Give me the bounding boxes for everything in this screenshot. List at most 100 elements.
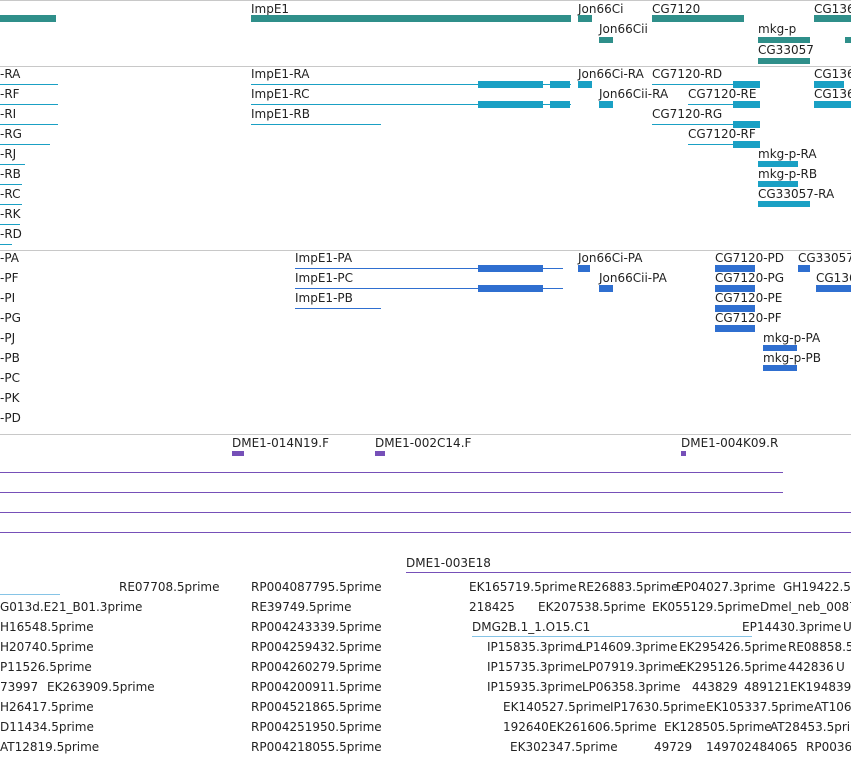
clone-line[interactable]: [0, 492, 783, 493]
clone-track: DME1-014N19.F DME1-002C14.F DME1-004K09.…: [0, 434, 851, 576]
transcript-line[interactable]: [0, 184, 22, 185]
cds-label: Jon66Cii-PA: [599, 271, 667, 285]
track-separator: [0, 0, 851, 1]
cds-exon[interactable]: [816, 285, 851, 292]
transcript-exon[interactable]: [478, 81, 543, 88]
gene-label: Jon66Cii: [599, 22, 648, 36]
transcript-exon[interactable]: [550, 81, 570, 88]
cds-exon[interactable]: [715, 285, 755, 292]
transcript-line[interactable]: [652, 84, 760, 85]
clone-bar[interactable]: [232, 451, 244, 456]
clone-bar[interactable]: [375, 451, 385, 456]
transcript-exon[interactable]: [578, 81, 592, 88]
gene-bar[interactable]: [814, 15, 851, 22]
est-label: EK105337.5prime: [706, 700, 814, 714]
est-label: AT12819.5prime: [0, 740, 100, 754]
est-label: RE08858.5: [788, 640, 851, 654]
est-line[interactable]: [472, 636, 752, 637]
transcript-label: ImpE1-RA: [251, 67, 310, 81]
est-label: 442836: [788, 660, 834, 674]
cds-label: ImpE1-PB: [295, 291, 353, 305]
clone-line[interactable]: [0, 512, 851, 513]
transcript-line[interactable]: [0, 204, 22, 205]
cds-label: mkg-p-PA: [763, 331, 821, 345]
gene-bar[interactable]: [251, 15, 571, 22]
transcript-line[interactable]: [251, 84, 571, 85]
gene-bar[interactable]: [0, 15, 56, 22]
cds-exon[interactable]: [478, 265, 543, 272]
est-label: RP0036: [806, 740, 851, 754]
transcript-label: -RI: [0, 107, 17, 121]
cds-label: -PI: [0, 291, 16, 305]
est-label: RP004260279.5prime: [251, 660, 382, 674]
transcript-exon[interactable]: [758, 181, 798, 187]
gene-bar[interactable]: [758, 58, 810, 64]
transcript-exon[interactable]: [733, 101, 760, 108]
transcript-label: CG7120-RE: [688, 87, 757, 101]
est-label: AT106: [814, 700, 851, 714]
est-label: U: [836, 660, 845, 674]
transcript-line[interactable]: [688, 104, 760, 105]
cds-line[interactable]: [295, 308, 381, 309]
gene-label: ImpE1: [251, 2, 290, 16]
transcript-exon[interactable]: [814, 81, 844, 88]
transcript-exon[interactable]: [733, 141, 760, 148]
est-label: EK128505.5prime: [664, 720, 772, 734]
transcript-line[interactable]: [652, 124, 760, 125]
est-label: RP004087795.5prime: [251, 580, 382, 594]
transcript-exon[interactable]: [599, 101, 613, 108]
cds-exon[interactable]: [763, 365, 797, 371]
cds-label: -PK: [0, 391, 20, 405]
est-label: IP15935.3prime: [487, 680, 583, 694]
transcript-line[interactable]: [0, 224, 20, 225]
transcript-exon[interactable]: [814, 101, 851, 108]
clone-bar[interactable]: [681, 451, 686, 456]
cds-exon[interactable]: [715, 265, 755, 272]
transcript-line[interactable]: [0, 144, 50, 145]
cds-exon[interactable]: [599, 285, 613, 292]
clone-line[interactable]: [0, 532, 851, 533]
transcript-exon[interactable]: [758, 201, 810, 207]
transcript-exon[interactable]: [733, 121, 760, 128]
cds-exon[interactable]: [478, 285, 543, 292]
transcript-line[interactable]: [0, 164, 25, 165]
transcript-line[interactable]: [0, 124, 58, 125]
cds-line[interactable]: [295, 268, 563, 269]
gene-bar[interactable]: [845, 37, 851, 43]
cds-line[interactable]: [295, 288, 563, 289]
cds-label: CG33057: [798, 251, 851, 265]
cds-exon[interactable]: [798, 265, 810, 272]
cds-label: CG7120-PG: [715, 271, 785, 285]
transcript-exon[interactable]: [478, 101, 543, 108]
clone-line[interactable]: [0, 472, 783, 473]
transcript-exon[interactable]: [758, 161, 798, 167]
transcript-exon[interactable]: [550, 101, 570, 108]
est-label: EK207538.5prime: [538, 600, 646, 614]
transcript-line[interactable]: [0, 84, 58, 85]
clone-line[interactable]: [406, 572, 851, 573]
transcript-label: -RJ: [0, 147, 17, 161]
cds-label: -PG: [0, 311, 21, 325]
track-separator: [0, 434, 851, 435]
transcript-line[interactable]: [0, 244, 12, 245]
cds-exon[interactable]: [763, 345, 797, 351]
gene-bar[interactable]: [758, 37, 810, 43]
transcript-line[interactable]: [688, 144, 760, 145]
est-line[interactable]: [0, 594, 60, 595]
transcript-label: Jon66Cii-RA: [599, 87, 669, 101]
cds-exon[interactable]: [715, 305, 755, 312]
cds-exon[interactable]: [715, 325, 755, 332]
cds-track: -PA -PF -PI -PG -PJ -PB -PC -PK -PD ImpE…: [0, 250, 851, 434]
cds-exon[interactable]: [578, 265, 590, 272]
gene-bar[interactable]: [578, 15, 592, 22]
transcript-line[interactable]: [251, 124, 381, 125]
gene-bar[interactable]: [652, 15, 744, 22]
cds-label: -PJ: [0, 331, 16, 345]
cds-label: CG136: [816, 271, 851, 285]
transcript-line[interactable]: [251, 104, 571, 105]
est-label: IP17630.5prime: [610, 700, 706, 714]
transcript-exon[interactable]: [733, 81, 760, 88]
transcript-line[interactable]: [0, 104, 58, 105]
gene-bar[interactable]: [599, 37, 613, 43]
est-label: EK140527.5prime: [503, 700, 611, 714]
